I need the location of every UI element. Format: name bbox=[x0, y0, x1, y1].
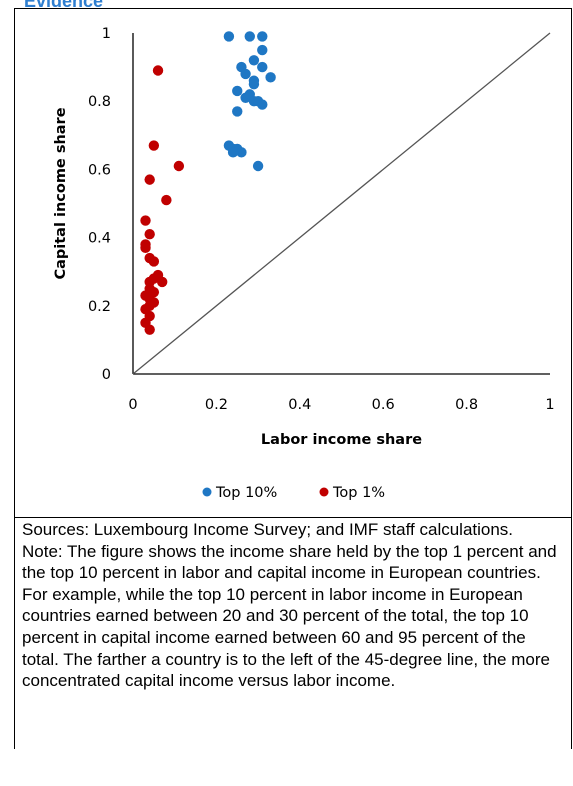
data-point bbox=[227, 147, 239, 158]
data-point bbox=[144, 174, 155, 185]
data-point bbox=[257, 99, 268, 110]
figure-notes: Sources: Luxembourg Income Survey; and I… bbox=[22, 519, 567, 692]
data-point bbox=[161, 194, 172, 206]
legend-label: Top 1% bbox=[332, 485, 385, 501]
y-axis-label: Capital income share bbox=[53, 107, 69, 279]
data-point bbox=[173, 160, 185, 172]
data-point bbox=[152, 65, 164, 76]
data-point bbox=[236, 147, 247, 158]
data-point bbox=[232, 85, 243, 97]
x-axis-label: Labor income share bbox=[261, 432, 422, 448]
y-tick-label: 0.8 bbox=[88, 94, 111, 110]
data-point bbox=[148, 140, 160, 151]
data-point bbox=[252, 160, 264, 172]
x-tick-label: 0.4 bbox=[288, 397, 311, 413]
figure-divider bbox=[14, 517, 571, 518]
series-top-10 bbox=[223, 31, 276, 172]
figure-frame bbox=[14, 8, 572, 749]
sources-text: Sources: Luxembourg Income Survey; and I… bbox=[22, 520, 514, 539]
data-point bbox=[257, 61, 268, 73]
series-top-1 bbox=[140, 65, 185, 335]
data-point bbox=[265, 72, 276, 83]
y-tick-label: 0.6 bbox=[88, 162, 111, 178]
y-tick-label: 1 bbox=[102, 26, 111, 42]
data-point bbox=[156, 276, 168, 288]
data-point bbox=[140, 215, 151, 226]
chart-points bbox=[140, 31, 276, 335]
x-tick-label: 0.6 bbox=[372, 397, 395, 413]
data-point bbox=[248, 78, 260, 90]
data-point bbox=[144, 228, 155, 240]
chart-legend: Top 10% Top 1% bbox=[202, 485, 385, 501]
legend-marker bbox=[319, 487, 329, 497]
y-tick-label: 0.2 bbox=[88, 299, 111, 315]
note-text: Note: The figure shows the income share … bbox=[22, 541, 557, 691]
data-point bbox=[257, 31, 268, 42]
legend-label: Top 10% bbox=[215, 485, 277, 501]
x-tick-label: 1 bbox=[545, 397, 554, 413]
header-title: Evidence bbox=[24, 0, 104, 11]
data-point bbox=[257, 44, 268, 56]
data-point bbox=[248, 55, 260, 66]
data-point bbox=[223, 31, 235, 42]
scatter-chart: 0 0.2 0.4 0.6 0.8 1 0 0.2 0.4 0.6 0.8 1 Labor income… bbox=[53, 26, 555, 501]
data-point bbox=[244, 31, 255, 42]
y-tick-label: 0 bbox=[102, 367, 111, 383]
reference-line-45-degree bbox=[132, 32, 551, 375]
data-point bbox=[148, 256, 160, 267]
x-tick-label: 0 bbox=[128, 397, 137, 413]
data-point bbox=[144, 324, 155, 335]
x-tick-label: 0.8 bbox=[455, 397, 478, 413]
data-point bbox=[240, 68, 251, 80]
x-tick-label: 0.2 bbox=[205, 397, 228, 413]
data-point bbox=[232, 106, 243, 117]
chart-axes: 0 0.2 0.4 0.6 0.8 1 0 0.2 0.4 0.6 0.8 1 Labor income… bbox=[53, 26, 555, 448]
legend-marker bbox=[202, 487, 212, 497]
data-point bbox=[140, 242, 151, 254]
y-tick-label: 0.4 bbox=[88, 231, 111, 247]
